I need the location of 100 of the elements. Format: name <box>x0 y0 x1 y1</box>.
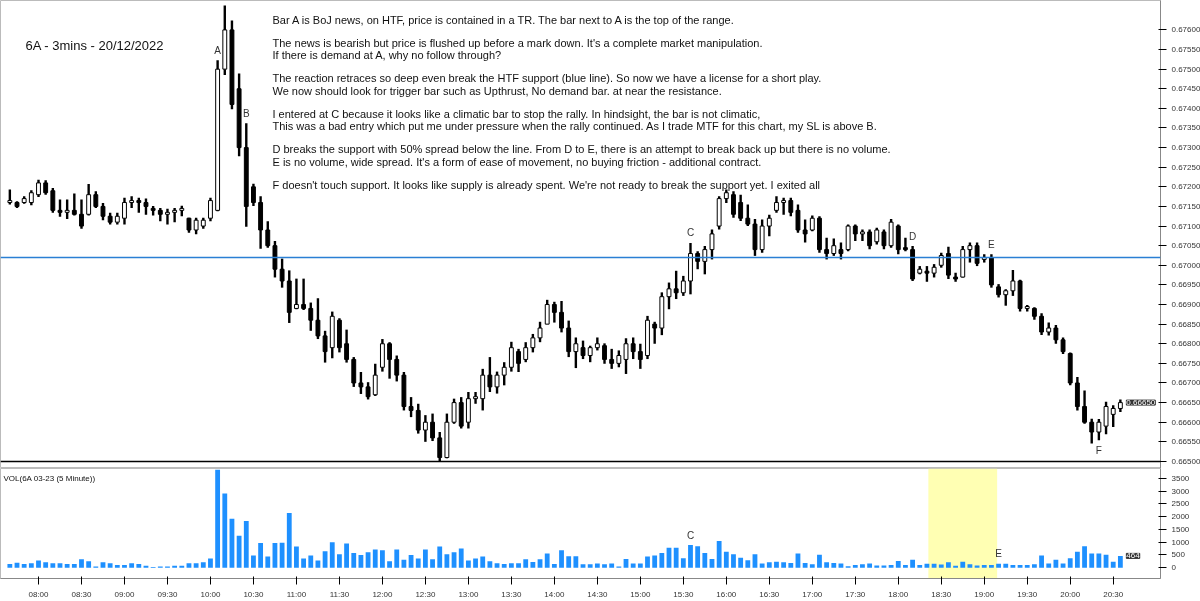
text: 6A - 3mins - 20/12/2022 <box>25 38 164 53</box>
candlestick <box>845 223 851 253</box>
annotation: 0.66650 <box>1126 398 1156 408</box>
candlestick <box>394 354 400 383</box>
candlestick <box>1010 268 1016 298</box>
x-tick-label: 17:30 <box>845 589 866 599</box>
bar <box>960 561 966 568</box>
x-tick-label: 10:00 <box>200 589 222 599</box>
bar <box>609 563 615 568</box>
bar <box>1089 553 1095 568</box>
candlestick <box>301 277 307 312</box>
candlestick <box>1039 311 1044 337</box>
y-tick-label: 0.66800 <box>1171 339 1200 349</box>
bar <box>337 554 342 568</box>
y-tick-label: 0.66750 <box>1171 358 1200 368</box>
x-tick-label: 17:00 <box>802 589 823 599</box>
x-tick-label: 09:00 <box>114 589 136 599</box>
candlestick <box>465 390 471 430</box>
candlestick <box>351 355 357 389</box>
bar <box>852 564 858 568</box>
candlestick <box>272 239 278 279</box>
candlestick <box>86 182 92 217</box>
y-tick-label: 0.67350 <box>1171 123 1200 133</box>
bar <box>114 565 120 568</box>
y-tick-label: 3500 <box>1171 473 1190 483</box>
candlestick <box>967 241 973 264</box>
candlestick <box>573 336 579 370</box>
bar <box>251 555 256 568</box>
bar <box>659 553 665 568</box>
y-tick-label: 0 <box>1171 563 1177 573</box>
bar <box>1053 559 1059 568</box>
bar <box>430 559 435 568</box>
bar <box>781 562 787 568</box>
bar <box>809 564 815 568</box>
bar <box>903 564 908 568</box>
candlestick <box>566 319 572 359</box>
bar <box>43 562 49 568</box>
candlestick <box>387 340 393 380</box>
y-tick-label: 0.67250 <box>1171 162 1200 172</box>
x-tick-label: 13:00 <box>458 589 479 599</box>
annotation: C <box>686 529 695 541</box>
candlestick <box>673 269 679 301</box>
bar <box>587 564 593 568</box>
candlestick <box>1053 323 1059 345</box>
annotation: E <box>988 238 996 250</box>
y-tick-label: 0.66650 <box>1171 398 1200 408</box>
bar <box>817 554 822 568</box>
bar <box>824 562 830 568</box>
y-tick-label: 0.66900 <box>1171 300 1200 310</box>
bar <box>731 554 736 568</box>
bar <box>1110 561 1116 568</box>
candlestick <box>487 355 493 394</box>
bar <box>1039 555 1044 568</box>
candlestick <box>308 301 314 333</box>
candlestick <box>652 320 658 345</box>
x-tick-label: 08:30 <box>71 589 93 599</box>
candlestick <box>745 203 751 228</box>
candlestick <box>79 198 84 231</box>
candlestick <box>501 360 507 387</box>
candlestick <box>165 207 170 226</box>
candlestick <box>788 196 794 218</box>
candlestick <box>702 244 708 276</box>
candlestick <box>508 340 514 373</box>
annotation: F doesn't touch support. It looks like supply is already spent. We're not ready to break the support yet. I exited all <box>272 178 821 191</box>
candlestick <box>422 413 428 444</box>
bar <box>465 560 471 568</box>
y-tick-label: 0.66600 <box>1171 417 1200 427</box>
bar <box>688 545 693 568</box>
candlestick <box>530 332 536 354</box>
candlestick <box>1103 400 1109 436</box>
bar <box>136 563 142 568</box>
bar <box>286 512 292 568</box>
bar <box>953 565 958 568</box>
x-tick-label: 20:30 <box>1103 589 1124 599</box>
bar <box>938 564 944 568</box>
bar <box>107 563 113 568</box>
y-tick-label: 1500 <box>1171 524 1190 534</box>
bar <box>1096 553 1102 568</box>
bar <box>673 547 679 568</box>
bar <box>1024 564 1030 568</box>
bar <box>516 563 521 568</box>
annotation: A <box>214 44 222 56</box>
candlestick <box>888 217 894 249</box>
x-tick-label: 11:30 <box>329 589 350 599</box>
bar <box>100 562 106 568</box>
y-tick-label: 0.67400 <box>1171 103 1200 113</box>
bar <box>1017 564 1023 568</box>
y-tick-label: 0.66950 <box>1171 280 1200 290</box>
bar <box>1046 563 1052 568</box>
annotation: 464 <box>1126 551 1141 561</box>
candlestick <box>544 298 550 326</box>
bar <box>437 546 443 568</box>
candlestick <box>494 370 500 395</box>
bar <box>860 564 865 568</box>
text: VOL(6A 03-23 (5 Minute)) <box>3 474 96 483</box>
candlestick <box>172 206 178 224</box>
bar <box>788 562 794 568</box>
candlestick <box>122 196 127 226</box>
bar <box>193 563 199 568</box>
candlestick <box>623 337 629 376</box>
